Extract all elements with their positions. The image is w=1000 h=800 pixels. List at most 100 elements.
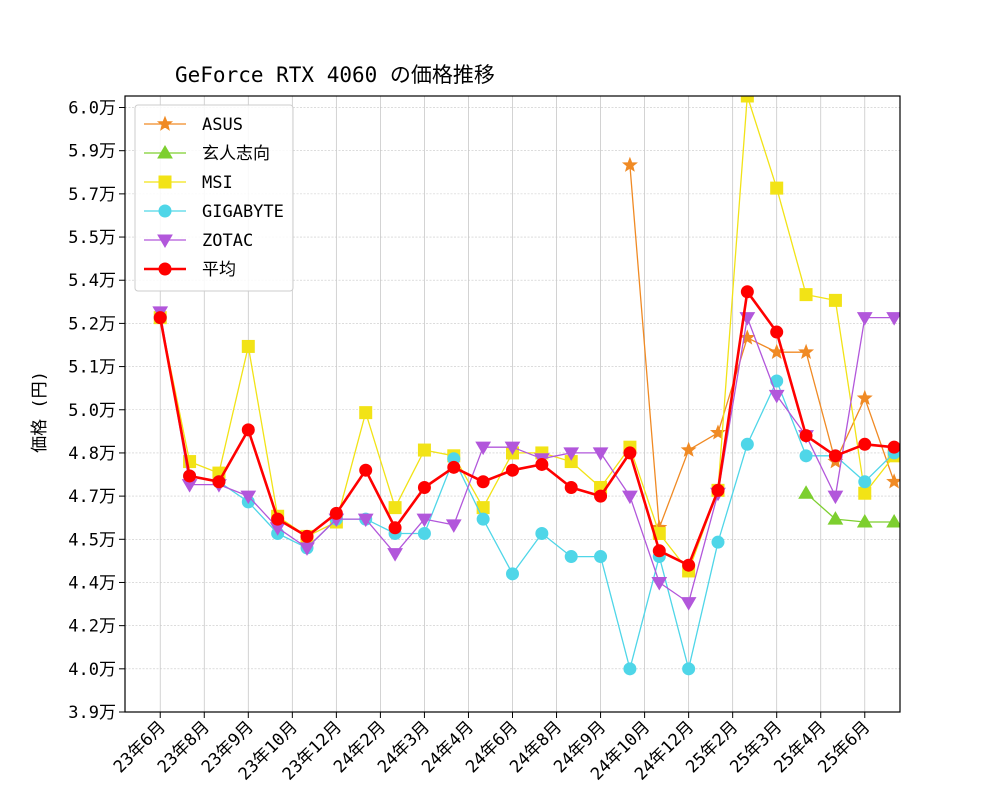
legend-label: ASUS	[202, 115, 243, 135]
data-point	[856, 389, 873, 406]
data-point	[621, 156, 638, 172]
data-point	[594, 550, 608, 564]
data-point	[858, 437, 872, 451]
data-point	[770, 181, 784, 195]
data-point	[711, 535, 725, 549]
data-point	[416, 513, 433, 528]
legend-box	[134, 104, 294, 292]
y-tick-label: 4.0万	[68, 660, 116, 680]
data-point	[359, 463, 373, 477]
y-tick-label: 4.5万	[68, 530, 116, 550]
series-line	[159, 311, 895, 604]
data-point	[623, 662, 637, 676]
data-point	[827, 511, 844, 525]
data-point	[300, 529, 314, 543]
series-line	[629, 165, 895, 529]
y-tick-label: 4.4万	[68, 573, 116, 593]
y-tick-label: 5.7万	[68, 185, 116, 205]
data-point	[359, 406, 373, 420]
data-point	[417, 443, 431, 457]
data-point	[241, 423, 255, 437]
series-1	[798, 485, 900, 528]
data-point	[798, 343, 815, 360]
data-point	[476, 475, 490, 489]
data-point	[417, 480, 431, 494]
y-tick-label: 5.5万	[68, 228, 116, 248]
data-point	[183, 469, 197, 483]
legend-marker	[156, 115, 174, 131]
data-point	[886, 312, 900, 326]
data-point	[506, 567, 519, 581]
data-point	[886, 514, 900, 528]
data-point	[329, 506, 343, 520]
data-point	[564, 480, 578, 494]
data-point	[828, 449, 842, 463]
legend-label: MSI	[202, 173, 233, 193]
data-point	[887, 440, 900, 454]
data-point	[799, 429, 813, 443]
data-point	[388, 521, 402, 535]
data-point	[299, 542, 315, 556]
data-point	[387, 548, 403, 562]
data-point	[622, 490, 638, 505]
data-point	[651, 576, 668, 591]
data-point	[271, 512, 285, 526]
legend-label: 平均	[202, 260, 236, 280]
y-tick-label: 4.8万	[68, 444, 116, 464]
legend-label: 玄人志向	[202, 144, 270, 164]
data-point	[504, 441, 521, 456]
data-point	[739, 329, 756, 345]
data-point	[886, 473, 900, 489]
y-tick-label: 5.1万	[68, 358, 116, 378]
data-point	[858, 475, 872, 489]
data-point	[212, 475, 226, 489]
data-point	[680, 597, 697, 611]
data-point	[445, 519, 462, 533]
data-point	[535, 527, 549, 541]
data-point	[768, 389, 785, 404]
data-point	[652, 544, 666, 558]
series-5	[153, 285, 900, 572]
y-tick-label: 5.4万	[68, 271, 116, 291]
data-point	[798, 485, 814, 499]
y-tick-label: 4.2万	[68, 617, 116, 637]
data-point	[740, 285, 754, 299]
data-point	[388, 501, 402, 515]
legend-marker	[157, 145, 173, 159]
data-point	[828, 293, 842, 307]
legend-marker	[158, 175, 172, 189]
data-point	[827, 490, 844, 505]
data-point	[594, 489, 608, 503]
y-axis-label: 価格 (円)	[30, 371, 50, 453]
data-point	[682, 662, 696, 676]
data-point	[858, 486, 872, 500]
y-tick-label: 3.9万	[68, 703, 116, 723]
data-point	[799, 288, 813, 302]
series-layer	[152, 96, 900, 676]
y-tick-label: 5.0万	[68, 401, 116, 421]
data-point	[241, 339, 255, 353]
data-point	[417, 527, 431, 541]
data-point	[680, 441, 697, 457]
data-point	[592, 447, 609, 461]
data-point	[447, 460, 461, 474]
data-point	[740, 96, 754, 103]
data-point	[476, 512, 490, 526]
legend: ASUS 玄人志向 MSI GIGABYTE ZOTAC 平均	[134, 104, 294, 292]
legend-marker	[158, 204, 172, 218]
data-point	[856, 312, 873, 326]
y-tick-label: 5.9万	[68, 142, 116, 162]
y-tick-label: 5.2万	[68, 314, 116, 334]
series-3	[153, 311, 900, 676]
y-tick-label: 4.7万	[68, 487, 116, 507]
series-line	[158, 290, 895, 567]
legend-marker	[157, 234, 173, 248]
data-point	[506, 463, 519, 477]
chart-title: GeForce RTX 4060 の価格推移	[175, 63, 495, 87]
data-point	[240, 490, 257, 505]
legend-marker	[158, 262, 172, 276]
data-point	[682, 558, 696, 572]
data-point	[535, 457, 549, 471]
data-point	[357, 513, 374, 528]
